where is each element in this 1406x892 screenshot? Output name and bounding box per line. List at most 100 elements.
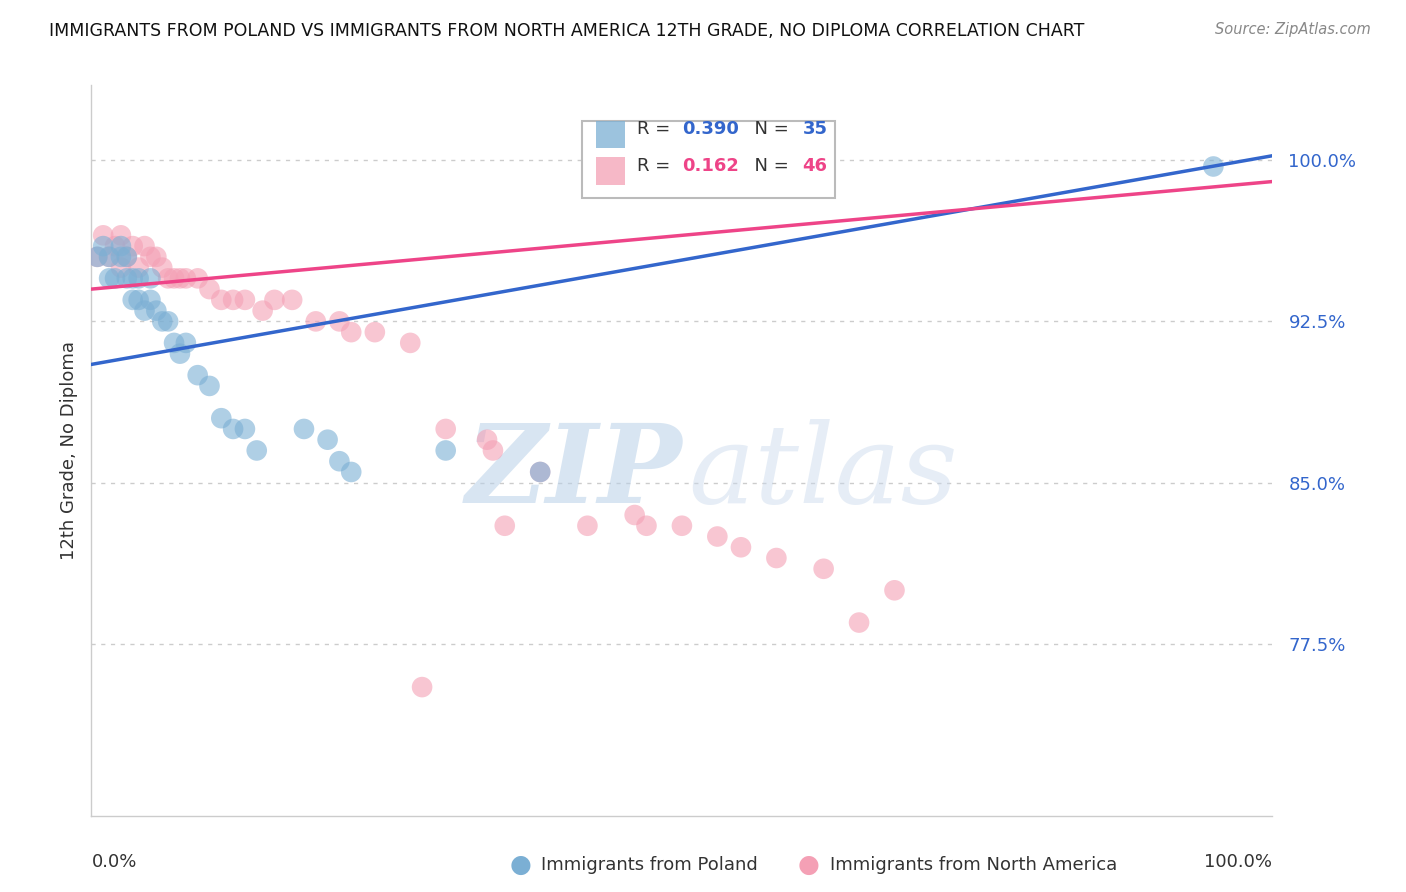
Point — [163, 335, 186, 350]
Point — [157, 314, 180, 328]
Point — [281, 293, 304, 307]
Point — [263, 293, 285, 307]
FancyBboxPatch shape — [596, 157, 626, 185]
Point — [246, 443, 269, 458]
Point — [883, 583, 905, 598]
Point — [399, 335, 422, 350]
Point — [187, 368, 209, 383]
Text: R =: R = — [637, 157, 682, 175]
Text: ●: ● — [797, 854, 820, 877]
Point — [1202, 160, 1225, 174]
Point — [316, 433, 339, 447]
Point — [163, 271, 186, 285]
Text: atlas: atlas — [688, 418, 957, 526]
Point — [145, 250, 167, 264]
Point — [209, 293, 232, 307]
Point — [529, 465, 551, 479]
Point — [434, 422, 457, 436]
Text: ZIP: ZIP — [465, 418, 682, 526]
Text: 0.390: 0.390 — [682, 120, 738, 138]
Text: 0.162: 0.162 — [682, 157, 738, 175]
Point — [482, 443, 505, 458]
Point — [222, 422, 245, 436]
Point — [98, 271, 121, 285]
Point — [145, 303, 167, 318]
Point — [765, 551, 787, 566]
Point — [198, 282, 221, 296]
Point — [636, 518, 658, 533]
Point — [340, 465, 363, 479]
FancyBboxPatch shape — [596, 120, 626, 148]
Point — [623, 508, 645, 522]
Point — [134, 303, 156, 318]
Point — [411, 680, 433, 694]
Point — [169, 346, 191, 360]
Point — [292, 422, 315, 436]
Text: N =: N = — [744, 157, 794, 175]
Point — [169, 271, 191, 285]
Text: 100.0%: 100.0% — [1205, 853, 1272, 871]
Point — [104, 239, 127, 253]
Text: 46: 46 — [803, 157, 827, 175]
Point — [706, 529, 728, 543]
Point — [115, 250, 138, 264]
Point — [813, 562, 835, 576]
Point — [209, 411, 232, 425]
Text: ●: ● — [509, 854, 531, 877]
Point — [104, 271, 127, 285]
Y-axis label: 12th Grade, No Diploma: 12th Grade, No Diploma — [59, 341, 77, 560]
Point — [494, 518, 516, 533]
Point — [91, 239, 114, 253]
Point — [121, 239, 143, 253]
Text: Immigrants from Poland: Immigrants from Poland — [541, 856, 758, 874]
Point — [174, 271, 197, 285]
Point — [671, 518, 693, 533]
Point — [233, 422, 256, 436]
Point — [91, 228, 114, 243]
Point — [364, 325, 387, 339]
Point — [110, 260, 132, 275]
Point — [110, 239, 132, 253]
Point — [157, 271, 180, 285]
Point — [305, 314, 328, 328]
Point — [252, 303, 274, 318]
Point — [121, 293, 143, 307]
Point — [150, 314, 173, 328]
Point — [150, 260, 173, 275]
Point — [121, 271, 143, 285]
Text: 0.0%: 0.0% — [91, 853, 136, 871]
Point — [576, 518, 599, 533]
Point — [134, 239, 156, 253]
Point — [115, 250, 138, 264]
Point — [110, 228, 132, 243]
Point — [110, 250, 132, 264]
Text: R =: R = — [637, 120, 676, 138]
FancyBboxPatch shape — [582, 121, 835, 198]
Text: N =: N = — [744, 120, 794, 138]
Point — [98, 250, 121, 264]
Point — [86, 250, 108, 264]
Point — [187, 271, 209, 285]
Point — [730, 541, 752, 555]
Point — [128, 260, 150, 275]
Text: IMMIGRANTS FROM POLAND VS IMMIGRANTS FROM NORTH AMERICA 12TH GRADE, NO DIPLOMA C: IMMIGRANTS FROM POLAND VS IMMIGRANTS FRO… — [49, 22, 1084, 40]
Point — [115, 271, 138, 285]
Point — [174, 335, 197, 350]
Point — [328, 454, 350, 468]
Point — [328, 314, 350, 328]
Point — [848, 615, 870, 630]
Point — [139, 293, 162, 307]
Point — [128, 271, 150, 285]
Point — [86, 250, 108, 264]
Point — [475, 433, 498, 447]
Point — [222, 293, 245, 307]
Point — [529, 465, 551, 479]
Point — [98, 250, 121, 264]
Point — [128, 293, 150, 307]
Point — [198, 379, 221, 393]
Point — [139, 271, 162, 285]
Text: Source: ZipAtlas.com: Source: ZipAtlas.com — [1215, 22, 1371, 37]
Text: Immigrants from North America: Immigrants from North America — [830, 856, 1116, 874]
Point — [340, 325, 363, 339]
Text: 35: 35 — [803, 120, 827, 138]
